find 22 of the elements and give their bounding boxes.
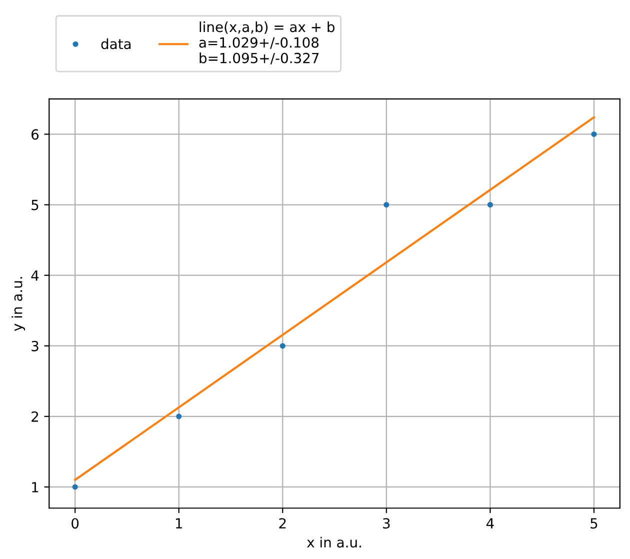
x-tick-label: 3 bbox=[383, 518, 390, 529]
legend-label: data bbox=[101, 38, 131, 50]
y-tick-label: 5 bbox=[32, 200, 38, 210]
point bbox=[487, 202, 493, 208]
y-tick-label: 2 bbox=[32, 411, 38, 422]
point bbox=[72, 484, 78, 490]
point bbox=[591, 131, 597, 137]
y-tick-label: 6 bbox=[32, 129, 39, 140]
x-tick-label: 1 bbox=[176, 518, 182, 528]
x-tick-label: 2 bbox=[279, 518, 286, 528]
y-tick-label: 1 bbox=[32, 482, 38, 492]
y-tick-label: 4 bbox=[31, 270, 39, 281]
point bbox=[176, 414, 182, 420]
x-tick-label: 0 bbox=[72, 518, 79, 529]
x-tick-label: 4 bbox=[486, 518, 494, 528]
legend-label: line(x,a,b) = ax + b a=1.029+/-0.108 b=1.095+/-0.327 bbox=[199, 21, 334, 64]
x-axis-title: x in a.u. bbox=[307, 536, 361, 548]
x-tick-label: 5 bbox=[590, 518, 598, 529]
point bbox=[280, 343, 286, 349]
y-tick-label: 3 bbox=[32, 340, 38, 352]
point bbox=[384, 202, 390, 208]
y-axis-title: y in a.u. bbox=[12, 277, 26, 332]
